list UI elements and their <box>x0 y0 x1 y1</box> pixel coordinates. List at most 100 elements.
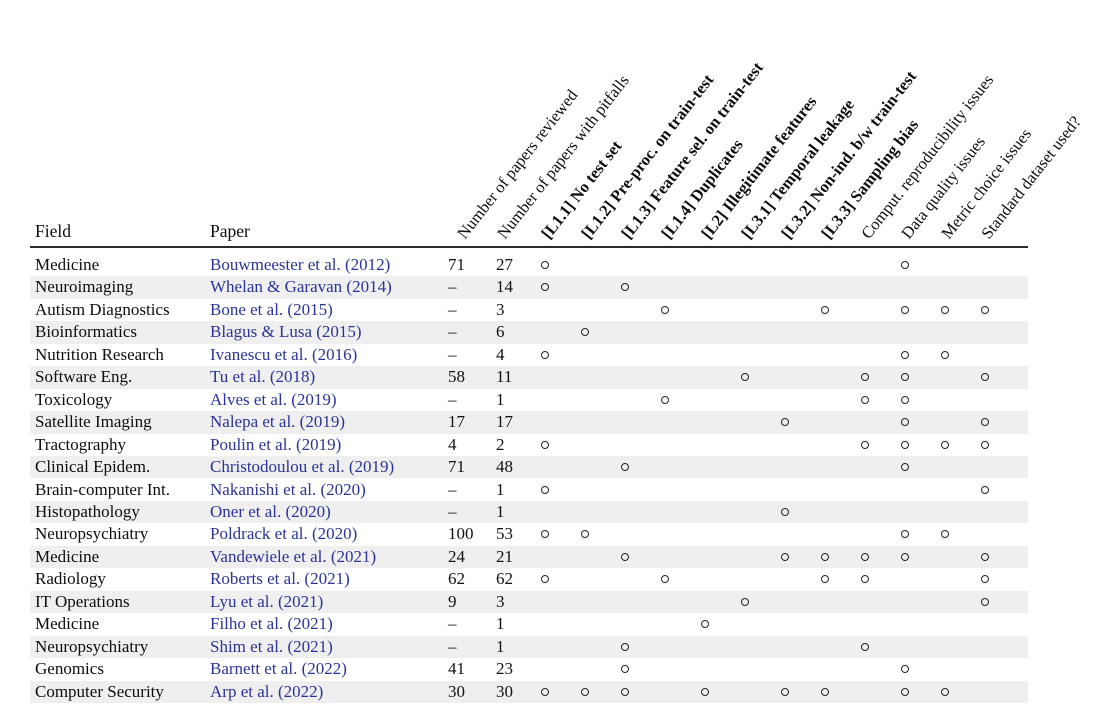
pitfall-marker-l2-illegitimate-features <box>700 687 709 696</box>
table-row: Histopathology Oner et al. (2020) – 1 <box>30 500 1028 524</box>
paper-citation-link[interactable]: Filho et al. (2021) <box>210 614 333 634</box>
paper-citation-link[interactable]: Bone et al. (2015) <box>210 299 333 319</box>
papers-reviewed-count: 4 <box>448 434 457 454</box>
table-row: Neuroimaging Whelan & Garavan (2014) – 14 <box>30 276 1028 299</box>
pitfall-marker-l1-3-feature-sel-on-train-test <box>620 687 629 696</box>
pitfall-marker-data-quality-issues <box>900 305 909 314</box>
field-label: Neuropsychiatry <box>35 636 149 656</box>
paper-cell: Roberts et al. (2021) <box>210 568 350 590</box>
table-row: Computer Security Arp et al. (2022) 30 30 <box>30 680 1028 703</box>
paper-cell: Alves et al. (2019) <box>210 389 337 411</box>
field-label: Toxicology <box>35 389 113 409</box>
field-label: Bioinformatics <box>35 322 137 342</box>
papers-with-pitfalls-count: 23 <box>496 659 513 679</box>
paper-citation-link[interactable]: Christodoulou et al. (2019) <box>210 457 395 477</box>
pitfall-marker-comput-reproducibility-issues <box>860 642 869 651</box>
papers-reviewed-count: – <box>448 299 457 319</box>
paper-citation-link[interactable]: Ivanescu et al. (2016) <box>210 344 358 364</box>
paper-citation-link[interactable]: Arp et al. (2022) <box>210 681 324 701</box>
paper-citation-link[interactable]: Poldrack et al. (2020) <box>210 524 358 544</box>
field-label: Genomics <box>35 659 104 679</box>
pitfall-marker-data-quality-issues <box>900 395 909 404</box>
pitfall-marker-standard-dataset-used <box>980 485 989 494</box>
table-row: Neuropsychiatry Shim et al. (2021) – 1 <box>30 635 1028 659</box>
pitfall-marker-comput-reproducibility-issues <box>860 575 869 584</box>
papers-with-pitfalls-count: 3 <box>496 299 505 319</box>
pitfall-marker-standard-dataset-used <box>980 552 989 561</box>
pitfall-marker-metric-choice-issues <box>940 305 949 314</box>
pitfall-marker-standard-dataset-used <box>980 373 989 382</box>
paper-cell: Shim et al. (2021) <box>210 636 333 658</box>
pitfall-marker-standard-dataset-used <box>980 418 989 427</box>
field-label: Clinical Epidem. <box>35 457 151 477</box>
papers-reviewed-count: 71 <box>448 255 465 274</box>
pitfall-marker-data-quality-issues <box>900 552 909 561</box>
paper-citation-link[interactable]: Nalepa et al. (2019) <box>210 412 345 432</box>
pitfall-marker-l3-2-non-ind-bw-train-test <box>780 507 789 516</box>
table-row: Nutrition Research Ivanescu et al. (2016)… <box>30 344 1028 366</box>
paper-citation-link[interactable]: Vandewiele et al. (2021) <box>210 546 377 566</box>
field-label: Tractography <box>35 434 126 454</box>
pitfall-marker-data-quality-issues <box>900 350 909 359</box>
paper-citation-link[interactable]: Tu et al. (2018) <box>210 367 316 387</box>
papers-reviewed-count: – <box>448 322 457 342</box>
pitfall-marker-l1-4-duplicates <box>660 575 669 584</box>
pitfall-marker-l3-3-sampling-bias <box>820 552 829 561</box>
papers-reviewed-count: – <box>448 389 457 409</box>
papers-reviewed-count: – <box>448 614 457 634</box>
papers-reviewed-count: 100 <box>448 524 474 544</box>
paper-cell: Bouwmeester et al. (2012) <box>210 254 390 276</box>
paper-citation-link[interactable]: Blagus & Lusa (2015) <box>210 322 362 342</box>
table-row: IT Operations Lyu et al. (2021) 9 3 <box>30 590 1028 614</box>
field-label: Computer Security <box>35 681 164 701</box>
paper-cell: Poldrack et al. (2020) <box>210 523 357 545</box>
paper-citation-link[interactable]: Shim et al. (2021) <box>210 636 333 656</box>
pitfall-marker-l1-3-feature-sel-on-train-test <box>620 552 629 561</box>
table-row: Autism Diagnostics Bone et al. (2015) – 3 <box>30 299 1028 321</box>
papers-reviewed-count: 62 <box>448 569 465 589</box>
pitfall-marker-l1-1-no-test-set <box>540 261 549 269</box>
table-row: Brain-computer Int. Nakanishi et al. (202… <box>30 479 1028 501</box>
paper-citation-link[interactable]: Oner et al. (2020) <box>210 501 331 521</box>
paper-citation-link[interactable]: Nakanishi et al. (2020) <box>210 479 366 499</box>
papers-with-pitfalls-count: 1 <box>496 501 505 521</box>
table-row: Software Eng. Tu et al. (2018) 58 11 <box>30 366 1028 389</box>
paper-citation-link[interactable]: Alves et al. (2019) <box>210 389 337 409</box>
papers-reviewed-count: – <box>448 479 457 499</box>
paper-citation-link[interactable]: Poulin et al. (2019) <box>210 434 342 454</box>
papers-with-pitfalls-count: 27 <box>496 255 513 274</box>
paper-cell: Ivanescu et al. (2016) <box>210 344 357 366</box>
paper-citation-link[interactable]: Lyu et al. (2021) <box>210 591 324 611</box>
paper-citation-link[interactable]: Roberts et al. (2021) <box>210 569 350 589</box>
pitfall-marker-l1-1-no-test-set <box>540 687 549 696</box>
papers-with-pitfalls-count: 1 <box>496 479 505 499</box>
pitfall-marker-l1-1-no-test-set <box>540 530 549 539</box>
pitfall-marker-l1-4-duplicates <box>660 395 669 404</box>
pitfall-marker-l1-2-preproc-on-train-test <box>580 687 589 696</box>
pitfall-marker-l3-2-non-ind-bw-train-test <box>780 687 789 696</box>
table-row: Genomics Barnett et al. (2022) 41 23 <box>30 658 1028 680</box>
paper-cell: Vandewiele et al. (2021) <box>210 546 376 568</box>
field-label: Nutrition Research <box>35 344 164 364</box>
paper-citation-link[interactable]: Whelan & Garavan (2014) <box>210 277 392 297</box>
paper-cell: Nakanishi et al. (2020) <box>210 479 366 501</box>
pitfall-marker-standard-dataset-used <box>980 440 989 449</box>
paper-cell: Nalepa et al. (2019) <box>210 411 345 433</box>
pitfall-marker-data-quality-issues <box>900 373 909 382</box>
table-row: Bioinformatics Blagus & Lusa (2015) – 6 <box>30 321 1028 344</box>
pitfall-marker-data-quality-issues <box>900 687 909 696</box>
pitfall-marker-l1-1-no-test-set <box>540 440 549 449</box>
pitfall-marker-l1-3-feature-sel-on-train-test <box>620 283 629 292</box>
papers-with-pitfalls-count: 21 <box>496 546 513 566</box>
paper-cell: Poulin et al. (2019) <box>210 434 341 456</box>
papers-reviewed-count: – <box>448 344 457 364</box>
paper-citation-link[interactable]: Bouwmeester et al. (2012) <box>210 255 391 274</box>
table-row: Satellite Imaging Nalepa et al. (2019) 17 1… <box>30 411 1028 434</box>
pitfall-marker-l3-1-temporal-leakage <box>740 373 749 382</box>
paper-cell: Whelan & Garavan (2014) <box>210 276 392 298</box>
paper-citation-link[interactable]: Barnett et al. (2022) <box>210 659 347 679</box>
table-row: Medicine Vandewiele et al. (2021) 24 21 <box>30 545 1028 569</box>
papers-reviewed-count: 30 <box>448 681 465 701</box>
pitfall-marker-metric-choice-issues <box>940 687 949 696</box>
